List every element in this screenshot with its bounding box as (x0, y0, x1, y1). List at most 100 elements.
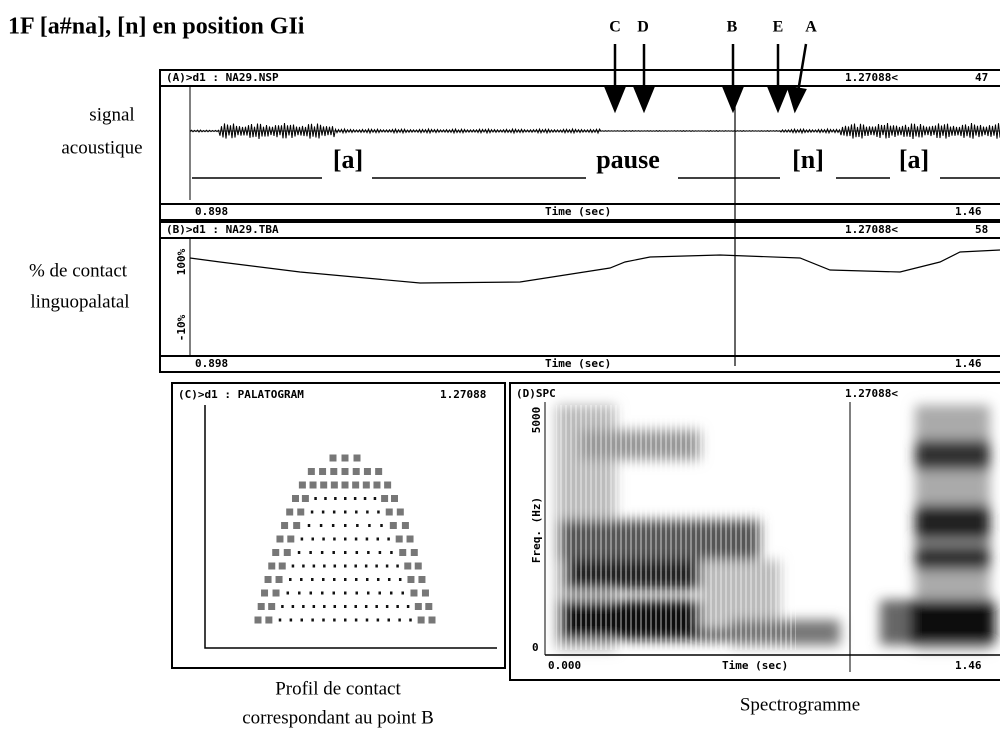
striations (556, 405, 796, 650)
contact-cell (286, 508, 294, 516)
open-cell (333, 564, 337, 568)
contact-cell (353, 454, 361, 462)
open-cell (344, 578, 347, 581)
open-cell (312, 605, 316, 608)
open-cell (289, 618, 293, 622)
contact-cell (399, 549, 407, 556)
open-cell (376, 578, 380, 581)
contact-cell (341, 454, 349, 462)
open-cell (406, 605, 410, 608)
open-cell (310, 510, 314, 514)
open-cell (286, 591, 290, 595)
open-cell (289, 578, 292, 581)
open-cell (344, 537, 347, 541)
contact-cell (391, 495, 398, 502)
open-cell (291, 605, 295, 608)
contact-cell (261, 589, 269, 597)
open-cell (300, 537, 304, 541)
contact-cell (275, 576, 283, 583)
header-end: 47 (975, 71, 988, 84)
caption: Spectrogramme (740, 694, 860, 715)
open-cell (333, 578, 336, 581)
segment-label: [n] (792, 145, 824, 174)
waveform (189, 122, 1000, 140)
open-cell (323, 564, 326, 568)
y-bottom: -10% (175, 314, 188, 341)
side-label: acoustique (61, 137, 142, 158)
open-cell (354, 564, 357, 568)
side-label: linguopalatal (30, 291, 129, 312)
contact-cell (341, 468, 349, 475)
open-cell (307, 524, 311, 527)
contact-cell (287, 535, 295, 543)
open-cell (365, 537, 369, 541)
open-cell (376, 537, 380, 541)
open-cell (344, 524, 347, 527)
marker-label: D (637, 19, 649, 36)
x-end: 1.46 (955, 659, 982, 672)
contact-cell (389, 522, 397, 529)
open-cell (376, 618, 380, 622)
open-cell (364, 564, 368, 568)
marker-label: B (727, 19, 738, 36)
open-cell (390, 551, 393, 554)
open-cell (375, 564, 378, 568)
contact-cell (298, 481, 306, 489)
open-cell (344, 551, 347, 554)
open-cell (353, 497, 357, 500)
open-cell (401, 591, 404, 595)
contact-cell (352, 481, 360, 489)
open-cell (354, 605, 357, 608)
open-cell (278, 618, 282, 622)
open-cell (356, 524, 359, 527)
open-cell (320, 551, 324, 554)
open-cell (368, 524, 371, 527)
contact-cell (341, 481, 349, 489)
contact-cell (410, 589, 418, 597)
contact-cell (320, 481, 328, 489)
contact-cell (385, 508, 393, 516)
contact-cell (276, 535, 284, 543)
contact-cell (406, 535, 414, 543)
contact-cell (264, 576, 272, 583)
open-cell (385, 605, 389, 608)
side-label: % de contact (29, 260, 128, 281)
contact-cell (268, 562, 276, 570)
open-cell (298, 591, 301, 595)
open-cell (311, 578, 314, 581)
open-cell (409, 618, 412, 622)
open-cell (355, 591, 358, 595)
open-cell (322, 537, 325, 541)
open-cell (332, 510, 336, 514)
contact-cell (319, 468, 327, 475)
contact-cell (381, 495, 389, 502)
open-cell (312, 564, 316, 568)
marker-label: E (773, 19, 784, 36)
contact-cell (268, 603, 276, 610)
palatogram-panel (171, 382, 506, 669)
contact-cell (330, 468, 338, 475)
open-cell (331, 524, 335, 527)
y-bottom: 0 (532, 641, 539, 654)
open-cell (354, 618, 358, 622)
contact-cell (401, 522, 409, 529)
open-cell (321, 510, 325, 514)
contact-cell (254, 616, 262, 624)
x-start: 0.898 (195, 205, 228, 218)
open-cell (344, 510, 347, 514)
contact-cell (257, 603, 265, 610)
contact-cell (352, 468, 360, 475)
open-cell (324, 497, 327, 500)
panel-header: (A)>d1 : NA29.NSP (166, 71, 279, 84)
open-cell (334, 497, 337, 500)
open-cell (344, 564, 347, 568)
open-cell (332, 551, 335, 554)
open-cell (367, 551, 370, 554)
panel-header: (C)>d1 : PALATOGRAM (178, 388, 304, 401)
segment-label: [a] (333, 145, 363, 174)
open-cell (387, 537, 390, 541)
open-cell (321, 591, 324, 595)
contact-cell (428, 616, 436, 624)
open-cell (366, 510, 369, 514)
